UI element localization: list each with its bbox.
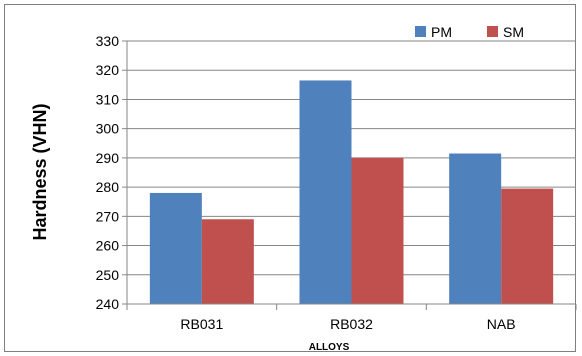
y-tick-label: 260	[96, 238, 120, 254]
bar-sm-nab	[501, 188, 554, 304]
x-axis-ticks: RB031 RB032 NAB	[126, 304, 577, 332]
legend: PM SM	[415, 24, 524, 40]
y-tick-label: 250	[96, 267, 120, 283]
y-tick-label: 320	[96, 62, 120, 78]
legend-label-sm: SM	[503, 24, 524, 40]
x-tick-label: RB031	[180, 316, 223, 332]
legend-label-pm: PM	[431, 24, 452, 40]
bar-pm-rb031	[149, 192, 202, 304]
bar-pm-rb032	[299, 80, 352, 304]
bar-sm-rb031	[201, 219, 254, 304]
bars	[149, 80, 554, 304]
y-tick-label: 330	[96, 33, 120, 49]
y-tick-label: 290	[96, 150, 120, 166]
bar-pm-nab	[449, 153, 502, 304]
y-tick-label: 270	[96, 208, 120, 224]
y-axis-label: Hardness (VHN)	[30, 103, 50, 240]
x-tick-label: RB032	[330, 316, 373, 332]
legend-swatch-sm	[487, 26, 498, 37]
y-axis-ticks: 240 250 260 270 280 290 300 310 320 330	[96, 33, 127, 312]
x-tick-label: NAB	[487, 316, 516, 332]
y-tick-label: 280	[96, 179, 120, 195]
y-tick-label: 300	[96, 121, 120, 137]
legend-swatch-pm	[415, 26, 426, 37]
bar-sm-rb032	[351, 157, 404, 304]
y-tick-label: 240	[96, 296, 120, 312]
x-axis-label: ALLOYS	[309, 342, 350, 353]
y-tick-label: 310	[96, 91, 120, 107]
